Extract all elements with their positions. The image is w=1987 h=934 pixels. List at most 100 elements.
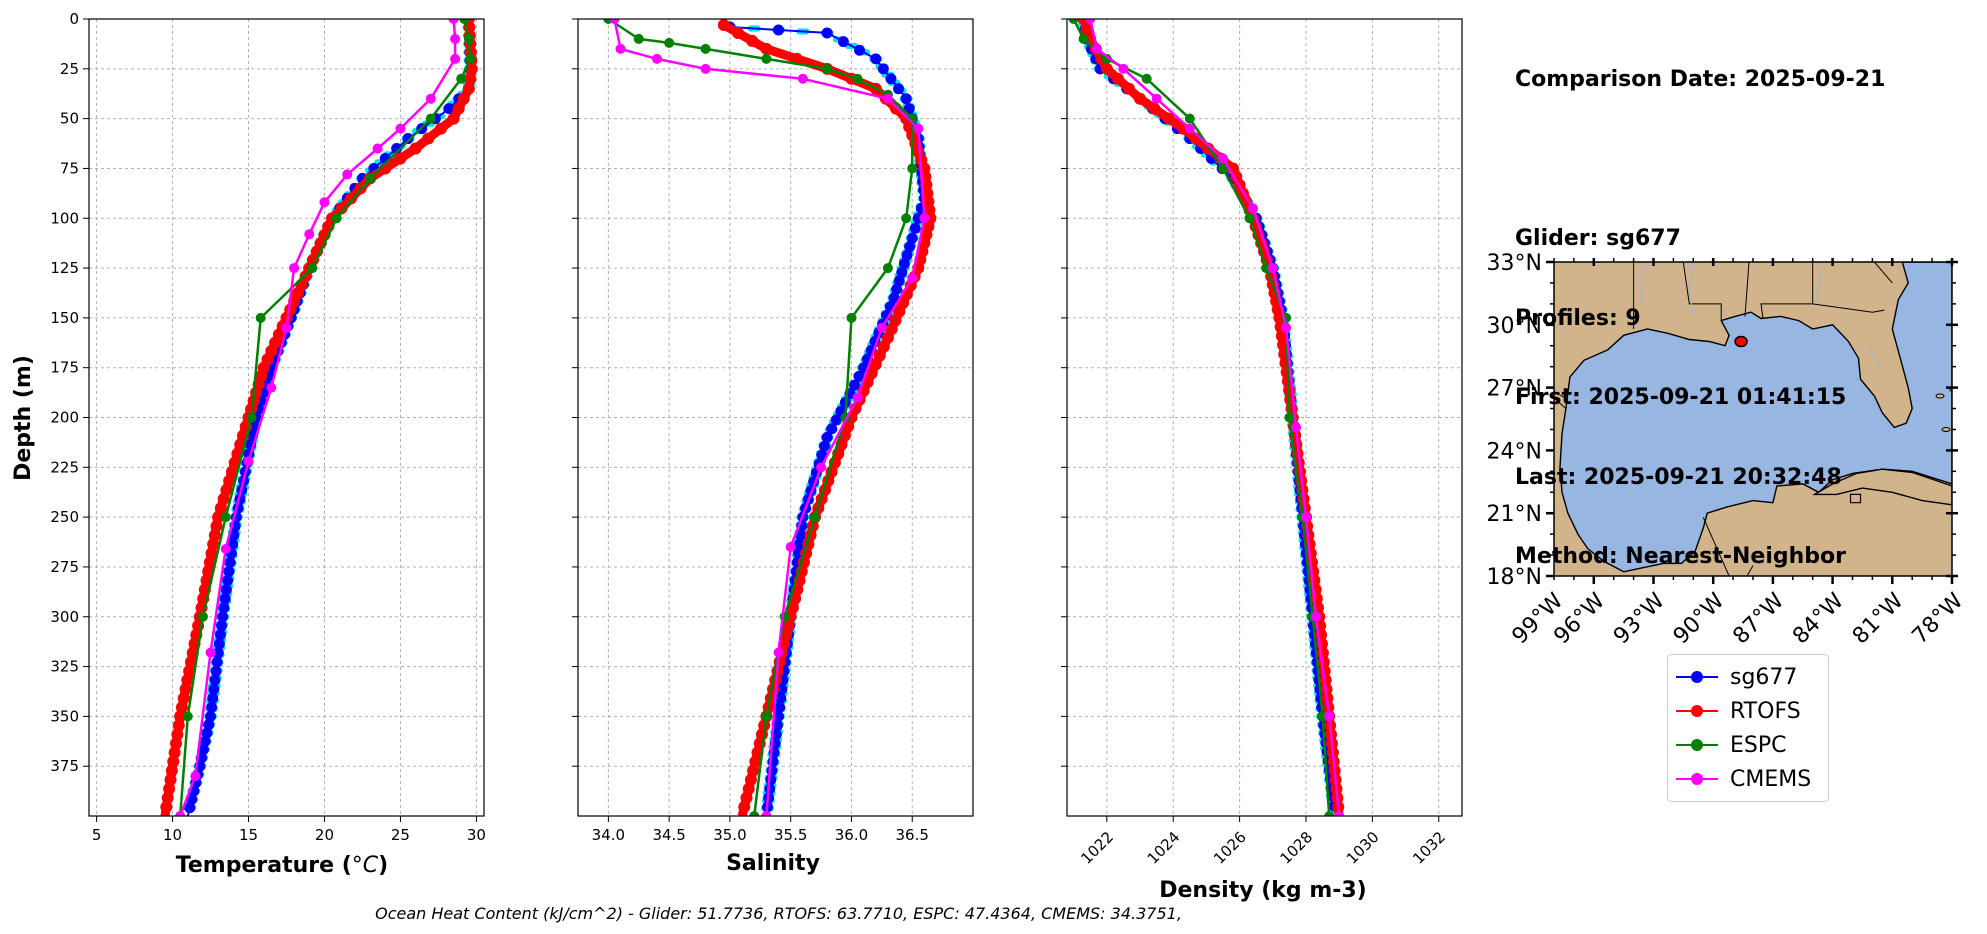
rtofs-point (457, 92, 470, 105)
x-tick-label: 36.0 (835, 826, 868, 844)
rtofs-point (1275, 329, 1288, 342)
depth-axis-label: Depth (m) (11, 355, 36, 481)
espc-point (761, 53, 772, 64)
cmems-series (1085, 19, 1345, 816)
profile-count: Profiles: 9 (1515, 305, 1641, 331)
espc-point (197, 611, 208, 622)
sg677-point (213, 638, 225, 650)
sg677-point (904, 241, 916, 253)
y-tick-label: 275 (50, 558, 79, 576)
cmems-point (1091, 43, 1102, 54)
rtofs-point (179, 683, 192, 696)
cmems-point (1310, 611, 1321, 622)
lat-tick-label: 33°N (1487, 251, 1542, 276)
y-tick-label: 325 (50, 658, 79, 676)
rtofs-point (1111, 72, 1124, 85)
y-tick-label: 0 (69, 10, 79, 28)
espc-point (810, 512, 820, 523)
gulf-of-mexico (1559, 262, 1952, 573)
sg677-point (223, 565, 235, 577)
x-tick-label: 1028 (1277, 828, 1317, 868)
cmems-point (761, 811, 772, 816)
y-tick-label: 200 (50, 409, 79, 427)
lat-tick-label: 30°N (1487, 314, 1542, 339)
rtofs-point (177, 692, 190, 705)
rtofs-point (464, 72, 477, 85)
espc-line (607, 19, 914, 816)
border-line (1554, 391, 1569, 401)
espc-point (425, 113, 436, 124)
cmems-point (243, 456, 254, 467)
last-time: Last: 2025-09-21 20:32:48 (1515, 464, 1842, 490)
sg677-point (821, 431, 833, 443)
y-tick-label: 350 (50, 707, 79, 725)
espc-point (1284, 412, 1295, 423)
lat-tick-label: 21°N (1487, 502, 1542, 527)
sg677-point (205, 710, 217, 722)
sg677-point (443, 103, 455, 115)
espc-point (463, 33, 474, 44)
sg677-raw-profiles (1077, 19, 1342, 815)
lat-tick-label: 24°N (1487, 439, 1542, 464)
cmems-point (913, 123, 924, 134)
rtofs-line (721, 21, 935, 816)
cmems-point (342, 169, 353, 180)
lon-tick-label: 81°W (1848, 588, 1909, 649)
rtofs-point (434, 122, 447, 135)
rtofs-point (223, 474, 236, 487)
espc-point (1078, 33, 1089, 44)
x-tick-label: 20 (315, 826, 334, 844)
rtofs-point (790, 52, 803, 65)
rtofs-point (1080, 22, 1093, 35)
legend-label: ESPC (1730, 732, 1787, 758)
cmems-point (797, 73, 808, 84)
x-tick-label: 1022 (1077, 828, 1117, 868)
cmems-point (448, 19, 459, 24)
cmems-point (425, 93, 436, 104)
cmems-point (304, 229, 315, 240)
sg677-point (210, 665, 222, 677)
espc-point (907, 163, 918, 174)
sg677-point (896, 266, 908, 278)
lat-tick-label: 27°N (1487, 377, 1542, 402)
sg677-point (898, 258, 910, 270)
lon-tick-label: 78°W (1908, 588, 1969, 649)
rtofs-point (782, 619, 795, 632)
salinity-axis-label: Salinity (726, 851, 820, 876)
rtofs-point (462, 82, 475, 95)
y-tick-label: 100 (50, 209, 79, 227)
rtofs-point (760, 42, 773, 55)
rtofs-point (183, 665, 196, 678)
sg677-point (909, 222, 921, 234)
sg677-point (201, 727, 213, 739)
first-time: First: 2025-09-21 01:41:15 (1515, 385, 1847, 410)
sg677-point (219, 593, 231, 605)
espc-point (882, 263, 893, 274)
island (1935, 393, 1945, 399)
espc-point (822, 63, 833, 74)
espc-point (459, 19, 470, 24)
cmems-point (1118, 63, 1129, 74)
x-tick-label: 5 (92, 826, 102, 844)
cmems-point (773, 647, 784, 658)
sg677-point (217, 611, 229, 623)
rtofs-point (170, 737, 183, 750)
rtofs-point (1148, 102, 1161, 115)
y-tick-label: 75 (60, 159, 79, 177)
sg677-point (211, 656, 223, 668)
rtofs-point (205, 547, 218, 560)
border-line (1554, 397, 1567, 409)
cuba (1812, 468, 1952, 506)
border-line (1812, 303, 1885, 313)
cmems-point (1184, 123, 1195, 134)
cmems-point (1334, 811, 1345, 816)
sg677-point (216, 620, 228, 632)
sg677-point (214, 629, 226, 641)
rtofs-point (172, 719, 185, 732)
espc-point (465, 53, 476, 64)
rtofs-point (184, 656, 197, 669)
ocean-heat-content-footer: Ocean Heat Content (kJ/cm^2) - Glider: 5… (375, 904, 1182, 923)
rtofs-point (174, 710, 187, 723)
sg677-point (764, 783, 776, 795)
rtofs-point (1162, 112, 1175, 125)
